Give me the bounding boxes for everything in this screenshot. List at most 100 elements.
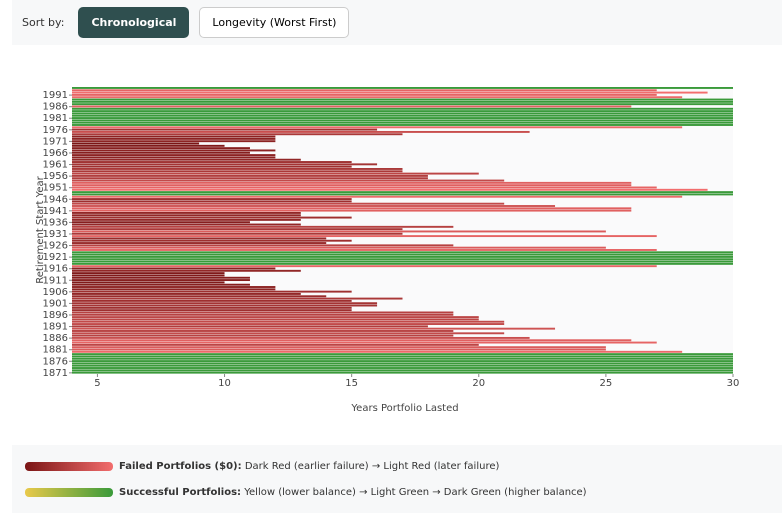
bar <box>72 128 378 131</box>
bar <box>72 311 454 314</box>
y-tick-label: 1896 <box>43 310 68 321</box>
x-tick-label: 30 <box>727 378 740 389</box>
legend-title: Failed Portfolios ($0): <box>119 460 242 472</box>
y-tick-label: 1961 <box>43 160 68 171</box>
bar <box>72 313 454 316</box>
bar <box>72 130 530 133</box>
legend: Failed Portfolios ($0): Dark Red (earlie… <box>12 445 782 513</box>
legend-text: Yellow (lower balance) → Light Green → D… <box>244 486 587 498</box>
sort-label: Sort by: <box>22 16 65 29</box>
bar <box>72 137 276 140</box>
bar <box>72 216 352 219</box>
bar <box>72 357 733 360</box>
y-tick-label: 1976 <box>43 125 68 136</box>
bar <box>72 339 632 342</box>
x-axis-title: Years Portfolio Lasted <box>350 403 458 414</box>
bar <box>72 360 733 363</box>
bar <box>72 191 733 194</box>
y-tick-label: 1901 <box>43 298 68 309</box>
bar <box>72 193 733 196</box>
bar <box>72 348 606 351</box>
bar <box>72 174 428 177</box>
bar <box>72 258 733 261</box>
bar <box>72 198 352 201</box>
bar <box>72 156 276 159</box>
bar <box>72 318 479 321</box>
bar <box>72 330 454 332</box>
y-tick-label: 1966 <box>43 148 68 159</box>
bar <box>72 369 733 372</box>
bar <box>72 151 250 154</box>
bar <box>72 316 479 319</box>
y-tick-label: 1911 <box>43 275 68 286</box>
y-tick-label: 1871 <box>43 368 68 379</box>
bar <box>72 179 505 182</box>
bar <box>72 211 301 214</box>
bar <box>72 242 327 244</box>
bar <box>72 239 352 242</box>
bar <box>72 93 657 96</box>
sort-button[interactable]: Longevity (Worst First) <box>199 7 350 38</box>
bar <box>72 195 683 198</box>
legend-text: Dark Red (earlier failure) → Light Red (… <box>244 460 500 472</box>
bar <box>72 343 479 346</box>
bar <box>72 188 708 191</box>
y-tick-label: 1971 <box>43 136 68 147</box>
bar <box>72 172 479 175</box>
legend-swatch <box>25 487 113 497</box>
x-tick-label: 5 <box>94 378 100 389</box>
bar <box>72 202 505 205</box>
bar <box>72 228 403 231</box>
y-tick-label: 1956 <box>43 171 68 182</box>
bar <box>72 286 276 288</box>
bar <box>72 237 327 240</box>
bar <box>72 297 403 300</box>
y-tick-label: 1881 <box>43 345 68 356</box>
bar <box>72 249 657 251</box>
y-tick-label: 1981 <box>43 113 68 124</box>
bar <box>72 302 378 305</box>
bar <box>72 149 276 152</box>
bar <box>72 140 276 143</box>
bar <box>72 274 225 277</box>
bar <box>72 91 708 94</box>
legend-title: Successful Portfolios: <box>119 486 242 498</box>
bar <box>72 181 632 184</box>
y-tick-label: 1876 <box>43 356 68 367</box>
bar <box>72 253 733 256</box>
bar <box>72 288 276 291</box>
bar <box>72 262 733 265</box>
bar <box>72 112 733 115</box>
bar <box>72 223 301 226</box>
y-tick-label: 1951 <box>43 183 68 194</box>
bar <box>72 355 733 358</box>
bar <box>72 177 428 180</box>
bar <box>72 309 352 312</box>
y-tick-label: 1921 <box>43 252 68 263</box>
x-tick-label: 10 <box>218 378 231 389</box>
bar <box>72 107 733 110</box>
bar <box>72 353 733 356</box>
bar <box>72 161 352 163</box>
bar <box>72 142 200 145</box>
legend-item: Failed Portfolios ($0): Dark Red (earlie… <box>25 453 782 479</box>
bar <box>72 304 378 307</box>
bar <box>72 323 505 325</box>
bar <box>72 200 352 203</box>
sort-button[interactable]: Chronological <box>78 7 190 38</box>
bar <box>72 346 606 349</box>
bar <box>72 221 250 224</box>
bar <box>72 325 428 328</box>
bar <box>72 98 733 101</box>
bar <box>72 117 733 120</box>
bar <box>72 96 683 99</box>
bar <box>72 105 632 108</box>
bar <box>72 186 657 189</box>
bar <box>72 350 683 353</box>
bar <box>72 367 733 369</box>
bar <box>72 299 352 302</box>
bar <box>72 126 683 129</box>
x-tick-label: 25 <box>600 378 613 389</box>
x-tick-label: 20 <box>472 378 485 389</box>
